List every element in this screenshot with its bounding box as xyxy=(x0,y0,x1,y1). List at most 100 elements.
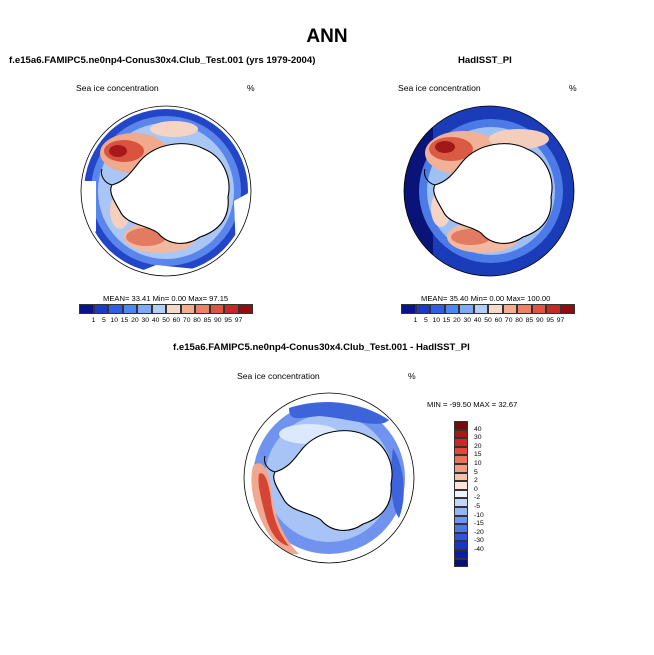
panel3-colorbar-box xyxy=(454,532,468,542)
panel3-colorbar-box xyxy=(454,464,468,473)
panel3-colorbar-box xyxy=(454,507,468,516)
panel3-diff-pos-west-core xyxy=(258,473,289,546)
panel2-colorbar-tick: 30 xyxy=(463,317,472,324)
page-title: ANN xyxy=(306,26,348,47)
panel2-variable-label: Sea ice concentration xyxy=(398,83,481,93)
panel1-colorbar-box xyxy=(79,304,94,314)
panel2-colorbar-box xyxy=(444,304,459,314)
panel1-colorbar-tick: 5 xyxy=(101,317,106,324)
panel1-colorbar-box xyxy=(238,304,253,314)
panel2-colorbar-tick: 85 xyxy=(525,317,534,324)
panel3-colorbar-box xyxy=(454,429,468,439)
panel3-colorbar-tick: -10 xyxy=(474,511,484,519)
panel3-colorbar-tick: -30 xyxy=(474,537,484,545)
panel1-colorbar-tick: 40 xyxy=(151,317,160,324)
panel1-colorbar-tick: 50 xyxy=(162,317,170,324)
panel1-variable-label: Sea ice concentration xyxy=(76,83,159,93)
panel3-title: f.e15a6.FAMIPC5.ne0np4-Conus30x4.Club_Te… xyxy=(173,342,470,353)
panel2-colorbar-box xyxy=(517,304,532,314)
panel1-polar-map xyxy=(80,105,252,277)
panel3-colorbar-box xyxy=(454,438,468,447)
panel1-colorbar-box xyxy=(166,304,181,314)
panel2-colorbar-tick: 40 xyxy=(473,317,482,324)
panel3-colorbar-box xyxy=(454,541,468,550)
panel2-colorbar-box xyxy=(488,304,503,314)
panel2-colorbar-box xyxy=(531,304,546,314)
panel3-antarctica xyxy=(273,430,393,531)
panel2-colorbar-box xyxy=(502,304,517,314)
panel3-colorbar-box xyxy=(454,472,468,482)
panel3-colorbar-box xyxy=(454,524,468,533)
panel2-title: HadISST_PI xyxy=(458,55,512,66)
panel3-colorbar-tick: 0 xyxy=(474,485,478,493)
panel1-colorbar-tick: 10 xyxy=(110,317,118,324)
panel3-colorbar-tick: -2 xyxy=(474,494,481,502)
panel3-colorbar-tick: 30 xyxy=(474,434,482,442)
panel1-colorbar-box xyxy=(108,304,123,314)
panel3-colorbar-box xyxy=(454,421,468,430)
panel3-colorbar-tick: 10 xyxy=(474,460,482,467)
panel1-colorbar-tick: 90 xyxy=(214,317,222,324)
panel1-gap-west xyxy=(81,181,96,251)
panel2-weddell-max xyxy=(435,141,455,153)
panel2-colorbar-box xyxy=(415,304,430,314)
panel1-colorbar-tick: 1 xyxy=(91,317,96,324)
panel3-colorbar-box xyxy=(454,446,468,456)
panel2-colorbar-box xyxy=(459,304,474,314)
panel2-colorbar-tick: 60 xyxy=(494,317,503,324)
panel3-colorbar-tick: 20 xyxy=(474,442,482,450)
panel1-colorbar-tick: 15 xyxy=(120,317,129,324)
panel1-units-label: % xyxy=(247,83,255,93)
panel2-colorbar-tick: 90 xyxy=(536,317,544,324)
panel3-colorbar-tick: 5 xyxy=(474,468,478,476)
panel2-colorbar-tick: 10 xyxy=(432,317,440,324)
panel1-colorbar-tick: 70 xyxy=(182,317,191,324)
panel2-colorbar-box xyxy=(430,304,445,314)
panel1-colorbar-box xyxy=(195,304,210,314)
panel1-colorbar-tick: 95 xyxy=(224,317,232,324)
panel2-colorbar-tick: 97 xyxy=(556,317,565,324)
panel2-colorbar-box xyxy=(546,304,561,314)
panel3-colorbar-tick: -15 xyxy=(474,520,484,528)
panel2-colorbar-tick: 20 xyxy=(453,317,461,324)
panel3-colorbar-box xyxy=(454,550,468,559)
panel1-gap-east xyxy=(234,191,251,261)
panel3-peninsula xyxy=(264,455,276,473)
panel3-colorbar-box xyxy=(454,558,468,568)
panel1-east-high xyxy=(150,121,198,137)
panel3-colorbar-tick: -20 xyxy=(474,528,484,536)
panel3-stats: MIN = -99.50 MAX = 32.67 xyxy=(427,400,518,409)
panel3-colorbar-tick: 2 xyxy=(474,477,478,485)
panel3-colorbar-box xyxy=(454,481,468,490)
panel2-colorbar-tick: 1 xyxy=(413,317,418,324)
panel3-diff-strong-north xyxy=(289,402,389,424)
panel1-colorbar-tick: 60 xyxy=(172,317,181,324)
panel1-weddell-max xyxy=(109,145,127,157)
panel1-colorbar-box xyxy=(137,304,152,314)
panel2-colorbar-tick: 15 xyxy=(442,317,451,324)
panel3-variable-label: Sea ice concentration xyxy=(237,371,320,381)
panel3-colorbar-box xyxy=(454,515,468,525)
panel1-colorbar-tick: 85 xyxy=(203,317,212,324)
panel3-colorbar-tick: 40 xyxy=(474,425,482,433)
panel2-stats: MEAN= 35.40 Min= 0.00 Max= 100.00 xyxy=(421,294,551,303)
panel2-peninsula xyxy=(424,168,436,186)
panel2-colorbar-box xyxy=(473,304,488,314)
panel1-stats: MEAN= 33.41 Min= 0.00 Max= 97.15 xyxy=(103,294,229,303)
panel1-colorbar-tick: 80 xyxy=(193,317,201,324)
panel2-colorbar-tick: 95 xyxy=(546,317,554,324)
panel1-colorbar-box xyxy=(93,304,108,314)
panel3-colorbar-box xyxy=(454,455,468,464)
panel2-polar-map xyxy=(403,105,575,277)
panel1-colorbar-box xyxy=(224,304,239,314)
panel1-title: f.e15a6.FAMIPC5.ne0np4-Conus30x4.Club_Te… xyxy=(9,55,316,66)
panel2-antarctica xyxy=(433,143,553,244)
panel3-colorbar-box xyxy=(454,489,468,499)
panel2-colorbar-box xyxy=(401,304,416,314)
panel1-colorbar-box xyxy=(122,304,137,314)
panel1-antarctica xyxy=(110,143,230,244)
panel3-colorbar-tick: -5 xyxy=(474,503,481,510)
panel2-units-label: % xyxy=(569,83,577,93)
panel2-colorbar-tick: 70 xyxy=(504,317,513,324)
panel2-colorbar-tick: 5 xyxy=(423,317,428,324)
